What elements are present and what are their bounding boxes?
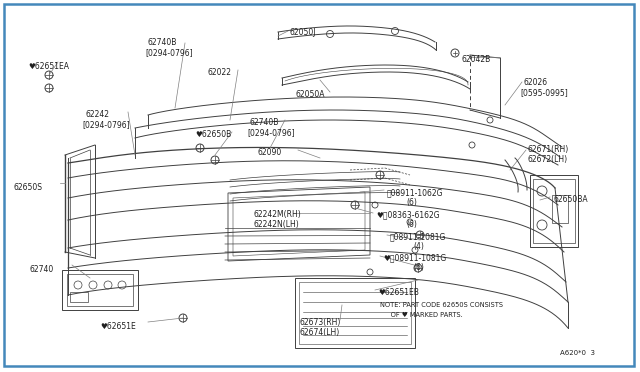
Text: 62740B: 62740B (148, 38, 177, 47)
Text: 62650BA: 62650BA (553, 195, 588, 204)
Text: ♥Ⓝ08911-1081G: ♥Ⓝ08911-1081G (383, 253, 446, 262)
Text: [0294-0796]: [0294-0796] (82, 120, 130, 129)
Text: 62671(RH): 62671(RH) (528, 145, 569, 154)
Text: 62672(LH): 62672(LH) (528, 155, 568, 164)
Text: (4): (4) (413, 242, 424, 251)
Text: A620*0  3: A620*0 3 (560, 350, 595, 356)
Text: NOTE: PART CODE 62650S CONSISTS: NOTE: PART CODE 62650S CONSISTS (380, 302, 503, 308)
Text: [0294-0796]: [0294-0796] (247, 128, 294, 137)
Bar (530, 175, 578, 247)
Text: 62042B: 62042B (462, 55, 492, 64)
Text: 62050J: 62050J (290, 28, 317, 37)
Bar (62, 270, 138, 310)
Text: ♥62651EB: ♥62651EB (378, 288, 419, 297)
Bar (67, 274, 133, 306)
Text: 62740: 62740 (30, 265, 54, 274)
Text: [0595-0995]: [0595-0995] (520, 88, 568, 97)
Text: 62674(LH): 62674(LH) (300, 328, 340, 337)
Text: 62673(RH): 62673(RH) (300, 318, 341, 327)
Text: 62050A: 62050A (295, 90, 324, 99)
Text: 62242: 62242 (85, 110, 109, 119)
Text: (6): (6) (413, 263, 424, 272)
Text: 62090: 62090 (258, 148, 282, 157)
Text: 62740B: 62740B (250, 118, 280, 127)
Bar (552, 195, 568, 223)
Text: ♥Ⓢ08363-6162G: ♥Ⓢ08363-6162G (376, 210, 440, 219)
Bar (295, 278, 415, 348)
Bar (533, 179, 575, 243)
Text: OF ♥ MARKED PARTS.: OF ♥ MARKED PARTS. (380, 312, 463, 318)
Text: 62242N(LH): 62242N(LH) (254, 220, 300, 229)
Text: ♥62651E: ♥62651E (100, 322, 136, 331)
Text: (6): (6) (406, 198, 417, 207)
Text: 62650S: 62650S (14, 183, 43, 192)
Bar (70, 292, 88, 302)
Bar (299, 282, 411, 344)
Text: [0294-0796]: [0294-0796] (145, 48, 193, 57)
Text: 62022: 62022 (208, 68, 232, 77)
Text: 62242M(RH): 62242M(RH) (254, 210, 301, 219)
Text: Ⓝ08911-1081G: Ⓝ08911-1081G (390, 232, 446, 241)
Text: (6): (6) (406, 220, 417, 229)
Text: 62026: 62026 (523, 78, 547, 87)
Text: ♥62651EA: ♥62651EA (28, 62, 69, 71)
Text: ♥62650B: ♥62650B (195, 130, 231, 139)
Text: Ⓝ08911-1062G: Ⓝ08911-1062G (387, 188, 444, 197)
